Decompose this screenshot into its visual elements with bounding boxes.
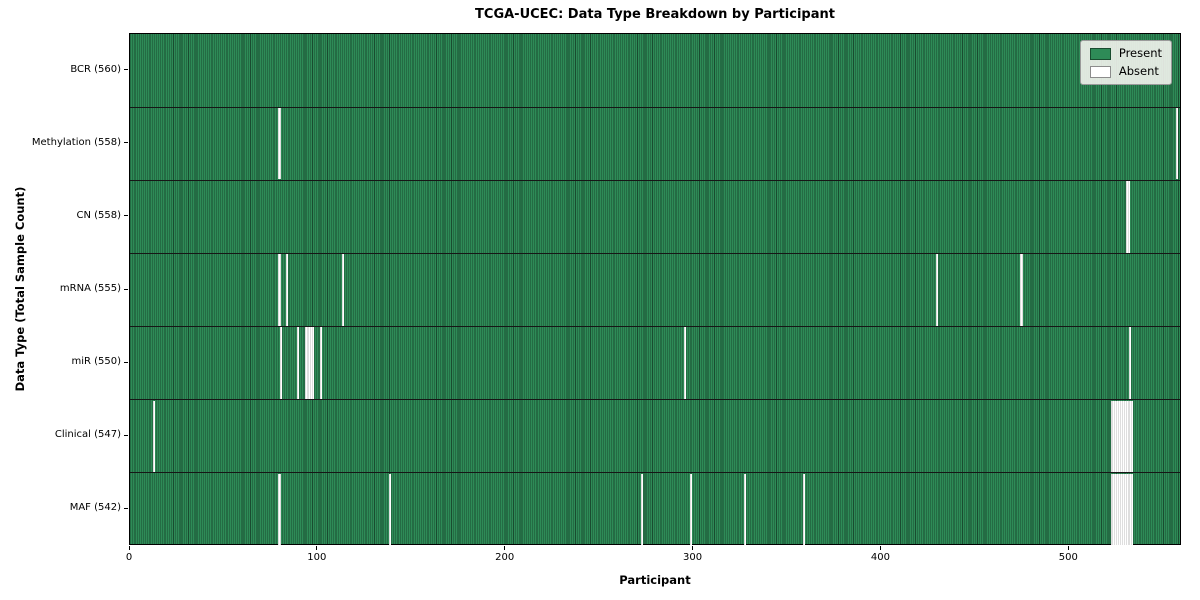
absent-stripe-MAF: [1123, 473, 1126, 546]
absent-stripe-Clinical: [1118, 400, 1121, 473]
x-axis-label: Participant: [619, 573, 691, 587]
legend-label-absent: Absent: [1118, 64, 1159, 78]
legend-swatch-absent: [1089, 65, 1111, 78]
absent-stripe-miR: [297, 327, 300, 399]
x-tick-label-500: 500: [1058, 552, 1078, 563]
x-tick-label-100: 100: [307, 552, 327, 563]
absent-stripe-mRNA: [1020, 254, 1023, 326]
y-tick-label-MAF: MAF (542): [69, 502, 121, 514]
absent-stripe-mRNA: [278, 254, 281, 326]
absent-stripe-MAF: [1112, 473, 1115, 546]
row-divider: [130, 252, 1180, 254]
legend-swatch-present: [1089, 47, 1111, 60]
legend-entry-absent: Absent: [1089, 64, 1162, 78]
row-divider: [130, 179, 1180, 181]
absent-stripe-mRNA: [935, 254, 938, 326]
x-tick-mark: [879, 546, 881, 550]
absent-stripe-Clinical: [1123, 400, 1126, 473]
absent-stripe-miR: [312, 327, 315, 399]
absent-stripe-miR: [280, 327, 283, 399]
absent-stripe-MAF: [744, 473, 747, 546]
absent-stripe-MAF: [1114, 473, 1117, 546]
absent-stripe-Clinical: [1125, 400, 1128, 473]
row-divider: [130, 326, 1180, 328]
absent-stripe-MAF: [1131, 473, 1134, 546]
absent-stripe-Clinical: [1127, 400, 1130, 473]
x-tick-label-400: 400: [870, 552, 890, 563]
absent-stripe-miR: [308, 327, 311, 399]
x-tick-mark: [316, 546, 318, 550]
absent-stripe-MAF: [1120, 473, 1123, 546]
absent-stripe-Clinical: [1110, 400, 1113, 473]
chart-title: TCGA-UCEC: Data Type Breakdown by Partic…: [475, 7, 835, 22]
absent-stripe-Methylation: [1176, 107, 1179, 180]
x-tick-mark: [692, 546, 694, 550]
absent-stripe-Clinical: [1120, 400, 1123, 473]
absent-stripe-Methylation: [278, 107, 281, 180]
plot-area: Present Absent: [129, 33, 1181, 546]
x-tick-label-200: 200: [495, 552, 515, 563]
absent-stripe-miR: [684, 327, 687, 399]
absent-stripe-MAF: [1110, 473, 1113, 546]
row-divider: [130, 399, 1180, 401]
absent-stripe-MAF: [802, 473, 805, 546]
x-tick-mark: [128, 546, 130, 550]
y-tick-label-Methylation: Methylation (558): [31, 136, 121, 148]
absent-stripe-MAF: [1129, 473, 1132, 546]
absent-stripe-MAF: [640, 473, 644, 546]
absent-stripe-Clinical: [1114, 400, 1117, 473]
absent-stripe-MAF: [1116, 473, 1119, 546]
absent-stripe-CN: [1125, 181, 1128, 253]
absent-stripe-MAF: [1121, 473, 1124, 546]
y-tick-label-miR: miR (550): [71, 356, 121, 368]
legend-entry-present: Present: [1089, 46, 1162, 60]
y-tick-label-Clinical: Clinical (547): [54, 429, 121, 441]
row-divider: [130, 106, 1180, 108]
absent-stripe-Clinical: [1131, 400, 1134, 473]
absent-stripe-miR: [319, 327, 322, 399]
absent-stripe-MAF: [389, 473, 392, 546]
absent-stripe-Clinical: [1121, 400, 1124, 473]
absent-stripe-MAF: [278, 473, 281, 546]
absent-stripe-Clinical: [152, 400, 155, 473]
y-tick-mark: [124, 507, 128, 509]
absent-stripe-Clinical: [1112, 400, 1115, 473]
absent-stripe-mRNA: [342, 254, 345, 326]
absent-stripe-MAF: [1125, 473, 1128, 546]
absent-stripe-miR: [304, 327, 307, 399]
absent-stripe-miR: [1129, 327, 1132, 399]
y-tick-mark: [124, 288, 128, 290]
absent-stripe-MAF: [1118, 473, 1121, 546]
y-tick-mark: [124, 215, 128, 217]
legend: Present Absent: [1079, 40, 1172, 85]
y-tick-mark: [124, 69, 128, 71]
row-divider: [130, 472, 1180, 474]
absent-stripe-MAF: [689, 473, 692, 546]
absent-stripe-miR: [310, 327, 313, 399]
x-tick-mark: [1067, 546, 1069, 550]
absent-stripe-miR: [306, 327, 309, 399]
absent-stripe-Clinical: [1129, 400, 1132, 473]
y-tick-mark: [124, 142, 128, 144]
absent-stripe-Clinical: [1116, 400, 1119, 473]
absent-stripe-MAF: [1127, 473, 1130, 546]
absent-stripe-mRNA: [285, 254, 288, 326]
legend-label-present: Present: [1118, 46, 1162, 60]
x-tick-mark: [504, 546, 506, 550]
y-tick-mark: [124, 361, 128, 363]
absent-stripe-CN: [1127, 181, 1130, 253]
x-tick-label-300: 300: [683, 552, 703, 563]
y-tick-label-BCR: BCR (560): [70, 63, 121, 75]
y-tick-label-mRNA: mRNA (555): [59, 283, 121, 294]
y-tick-mark: [124, 434, 128, 436]
x-tick-label-0: 0: [125, 552, 133, 563]
y-tick-label-CN: CN (558): [76, 209, 121, 221]
